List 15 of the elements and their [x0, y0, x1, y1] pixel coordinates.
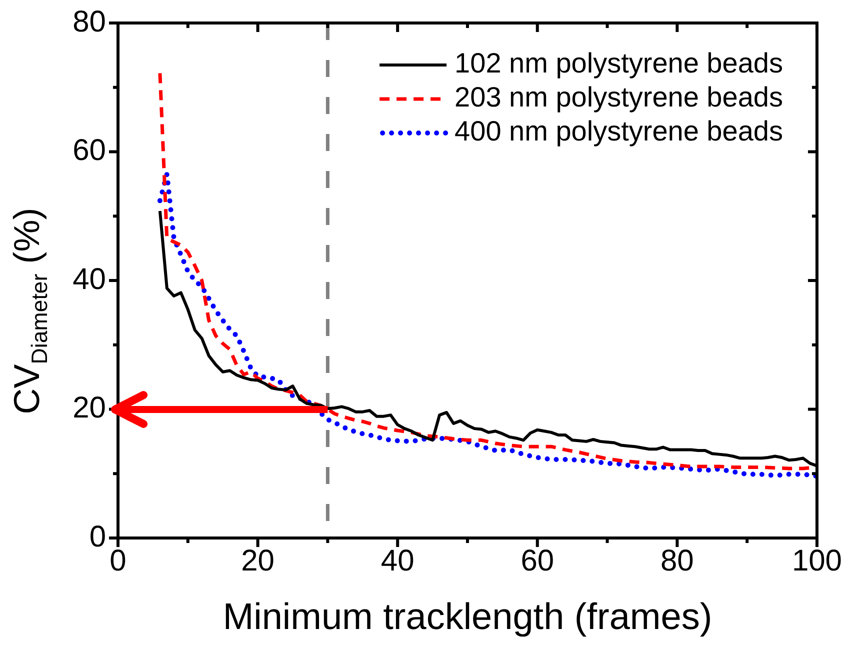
legend-label: 400 nm polystyrene beads [454, 116, 783, 147]
x-tick-label: 100 [792, 544, 842, 578]
y-tick-label: 60 [72, 134, 106, 168]
x-tick-label: 60 [520, 544, 554, 578]
x-tick-label: 20 [241, 544, 274, 578]
x-tick-label: 40 [380, 544, 414, 578]
x-tick-label: 80 [660, 544, 694, 578]
y-tick-label: 20 [72, 392, 106, 425]
x-tick-label: 0 [110, 544, 126, 578]
y-tick-label: 80 [72, 5, 106, 38]
y-tick-label: 40 [72, 262, 106, 296]
y-tick-label: 0 [89, 520, 106, 554]
legend-label: 102 nm polystyrene beads [454, 48, 783, 79]
x-axis-title: Minimum tracklength (frames) [222, 596, 712, 638]
legend-label: 203 nm polystyrene beads [454, 82, 783, 113]
